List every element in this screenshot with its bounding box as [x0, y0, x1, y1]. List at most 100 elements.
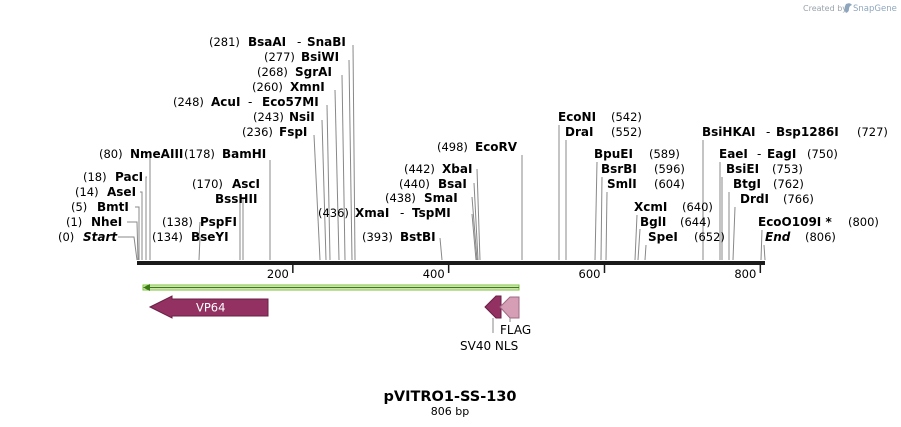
- site-pos: (440): [399, 177, 430, 191]
- site-bsihkai[interactable]: BsiHKAI: [702, 125, 756, 139]
- svg-text:-: -: [248, 95, 252, 109]
- site-pos: (436): [318, 206, 349, 220]
- site-pos: (596): [654, 162, 685, 176]
- site-pos: (393): [362, 230, 393, 244]
- feature-flag[interactable]: FLAG: [499, 296, 531, 337]
- svg-text:-: -: [766, 125, 770, 139]
- site-pos: (1): [66, 215, 82, 229]
- site-xmai[interactable]: XmaI: [355, 206, 389, 220]
- site-bgli[interactable]: BglI: [640, 215, 666, 229]
- site-pos: (498): [437, 140, 468, 154]
- site-acui[interactable]: AcuI: [211, 95, 240, 109]
- site-fspi[interactable]: FspI: [279, 125, 307, 139]
- site-pos: (727): [857, 125, 888, 139]
- site-bsshii[interactable]: BssHII: [215, 192, 257, 206]
- site-xbai[interactable]: XbaI: [442, 162, 472, 176]
- map-title: pVITRO1-SS-130: [383, 389, 516, 405]
- site-bsaai[interactable]: BsaAI: [248, 35, 286, 49]
- site-econi[interactable]: EcoNI: [558, 110, 596, 124]
- site-bpuei[interactable]: BpuEI: [594, 147, 633, 161]
- site-pos: (438): [385, 191, 416, 205]
- site-end[interactable]: End: [765, 230, 791, 244]
- site-asci[interactable]: AscI: [232, 177, 260, 191]
- site-pos: (5): [71, 200, 87, 214]
- site-pos: (640): [682, 200, 713, 214]
- site-pos: (542): [611, 110, 642, 124]
- site-pos: (753): [772, 162, 803, 176]
- site-pos: (14): [75, 185, 99, 199]
- site-bamhi[interactable]: BamHI: [222, 147, 266, 161]
- feature-sv40-nls-label: SV40 NLS: [460, 339, 518, 353]
- site-pos: (442): [404, 162, 435, 176]
- cut-site-leaders: [118, 44, 766, 261]
- site-snabi[interactable]: SnaBI: [307, 35, 346, 49]
- site-pos: (604): [654, 177, 685, 191]
- site-pos: (170): [192, 177, 223, 191]
- ruler-tick-label: 200: [267, 267, 289, 281]
- feature-vp64[interactable]: VP64: [148, 295, 269, 319]
- site-asei[interactable]: AseI: [107, 185, 136, 199]
- site-pos: (277): [264, 50, 295, 64]
- site-sgrai[interactable]: SgrAI: [295, 65, 332, 79]
- map-length: 806 bp: [431, 405, 469, 418]
- site-eco57mi[interactable]: Eco57MI: [262, 95, 319, 109]
- site-nmeaiii[interactable]: NmeAIII: [130, 147, 183, 161]
- site-xmni[interactable]: XmnI: [290, 80, 325, 94]
- site-tspmi[interactable]: TspMI: [412, 206, 451, 220]
- svg-text:-: -: [400, 206, 404, 220]
- site-pos: (80): [99, 147, 123, 161]
- site-smai[interactable]: SmaI: [424, 191, 458, 205]
- site-pos: (243): [253, 110, 284, 124]
- site-bseyi[interactable]: BseYI: [191, 230, 229, 244]
- site-pos: (589): [649, 147, 680, 161]
- site-pos: (644): [680, 215, 711, 229]
- ruler-tick-label: 600: [579, 267, 601, 281]
- feature-flag-label: FLAG: [500, 323, 531, 337]
- site-pos: (652): [694, 230, 725, 244]
- site-pos: (762): [773, 177, 804, 191]
- site-pspfi[interactable]: PspFI: [200, 215, 237, 229]
- site-pos: (134): [152, 230, 183, 244]
- site-labels: (0) Start (1) NheI (5) BmtI (14) AseI (1…: [58, 35, 888, 244]
- ruler: 200 400 600 800: [267, 265, 762, 281]
- site-xcmi[interactable]: XcmI: [634, 200, 667, 214]
- site-pos: (552): [611, 125, 642, 139]
- site-pos: (178): [184, 147, 215, 161]
- site-nhei[interactable]: NheI: [91, 215, 122, 229]
- site-eaei[interactable]: EaeI: [719, 147, 748, 161]
- site-paci[interactable]: PacI: [115, 170, 143, 184]
- site-smli[interactable]: SmlI: [607, 177, 637, 191]
- site-pos: (750): [807, 147, 838, 161]
- site-nsii[interactable]: NsiI: [289, 110, 315, 124]
- site-ecoo109i[interactable]: EcoO109I *: [758, 215, 832, 229]
- site-ecorv[interactable]: EcoRV: [475, 140, 518, 154]
- site-eagi[interactable]: EagI: [767, 147, 796, 161]
- feature-vp64-label: VP64: [196, 301, 225, 315]
- site-pos: (248): [173, 95, 204, 109]
- site-bsiei[interactable]: BsiEI: [726, 162, 759, 176]
- site-bstbi[interactable]: BstBI: [400, 230, 436, 244]
- site-bsrbi[interactable]: BsrBI: [601, 162, 637, 176]
- orf-arrow[interactable]: [142, 284, 520, 291]
- site-pos: (800): [848, 215, 879, 229]
- site-start[interactable]: Start: [83, 230, 118, 244]
- credit-brand: SnapGene: [853, 4, 897, 14]
- site-bsp1286i[interactable]: Bsp1286I: [776, 125, 839, 139]
- site-pos: (18): [83, 170, 107, 184]
- snapgene-logo-icon: [844, 3, 852, 14]
- site-bsai[interactable]: BsaI: [438, 177, 467, 191]
- site-bsiwi[interactable]: BsiWI: [301, 50, 339, 64]
- site-pos: (260): [252, 80, 283, 94]
- site-bmti[interactable]: BmtI: [97, 200, 129, 214]
- site-pos: (806): [805, 230, 836, 244]
- feature-sv40-nls[interactable]: SV40 NLS: [460, 295, 518, 353]
- site-pos: (268): [257, 65, 288, 79]
- site-drdi[interactable]: DrdI: [740, 192, 769, 206]
- site-btgi[interactable]: BtgI: [733, 177, 761, 191]
- svg-text:-: -: [757, 147, 761, 161]
- site-drai[interactable]: DraI: [565, 125, 593, 139]
- site-spei[interactable]: SpeI: [648, 230, 678, 244]
- site-pos: (766): [783, 192, 814, 206]
